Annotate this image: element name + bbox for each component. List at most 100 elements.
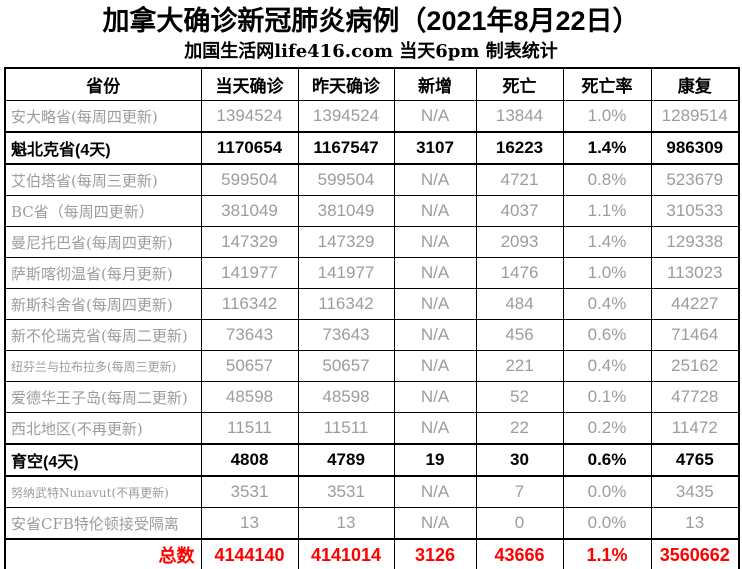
cell-deaths: 0: [475, 507, 564, 540]
col-header-deaths: 死亡: [475, 67, 564, 101]
cell-recovered: 986309: [650, 131, 740, 165]
table-row: 爱德华王子岛(每周二更新) 48598 48598 N/A 52 0.1% 47728: [4, 381, 740, 413]
cell-today-confirmed: 1170654: [200, 131, 299, 165]
cell-new-cases: N/A: [393, 475, 477, 508]
cell-yesterday-confirmed: 381049: [297, 195, 395, 227]
page-subtitle: 加国生活网life416.com 当天6pm 制表统计: [184, 41, 558, 62]
cell-new-cases: N/A: [393, 226, 477, 258]
table-row: 安大略省(每周四更新) 1394524 1394524 N/A 13844 1.0% 128…: [4, 100, 740, 133]
cell-yesterday-confirmed: 599504: [297, 163, 395, 196]
cell-yesterday-confirmed: 73643: [297, 319, 395, 351]
cell-new-cases: N/A: [393, 350, 477, 382]
cell-death-rate: 0.0%: [562, 507, 652, 540]
table-row: 曼尼托巴省(每周四更新) 147329 147329 N/A 2093 1.4% 12933…: [4, 226, 740, 258]
cell-new-cases: N/A: [393, 381, 477, 413]
cell-province: 艾伯塔省(每周三更新): [4, 163, 202, 196]
covid-cases-table: 省份 当天确诊 昨天确诊 新增 死亡 死亡率 康复 安大略省(每周四更新) 139…: [4, 67, 740, 569]
cell-today-confirmed: 116342: [200, 288, 299, 320]
cell-recovered: 3435: [650, 475, 740, 508]
header-row: 省份 当天确诊 昨天确诊 新增 死亡 死亡率 康复: [4, 67, 740, 101]
cell-new-cases: N/A: [393, 195, 477, 227]
cell-recovered: 523679: [650, 163, 740, 196]
cell-new-cases: N/A: [393, 257, 477, 289]
cell-death-rate: 1.0%: [562, 100, 652, 133]
cell-today-confirmed: 13: [200, 507, 299, 540]
cell-death-rate: 1.1%: [562, 195, 652, 227]
table-row: 纽芬兰与拉布拉多(每周三更新) 50657 50657 N/A 221 0.4% 25162: [4, 350, 740, 382]
cell-yesterday-confirmed: 4789: [297, 443, 395, 477]
col-header-yesterday-confirmed: 昨天确诊: [297, 67, 395, 101]
col-header-recovered: 康复: [650, 67, 740, 101]
table-row: 安省CFB特伦顿接受隔离 13 13 N/A 0 0.0% 13: [4, 507, 740, 540]
covid-table-body: 安大略省(每周四更新) 1394524 1394524 N/A 13844 1.0% 128…: [4, 100, 740, 569]
cell-death-rate: 1.4%: [562, 131, 652, 165]
cell-recovered: 25162: [650, 350, 740, 382]
cell-province: 萨斯喀彻温省(每月更新): [4, 257, 202, 289]
cell-deaths: 2093: [475, 226, 564, 258]
table-row: 育空(4天) 4808 4789 19 30 0.6% 4765: [4, 443, 740, 477]
cell-province: 总数: [4, 538, 202, 569]
cell-death-rate: 0.8%: [562, 163, 652, 196]
cell-deaths: 4037: [475, 195, 564, 227]
cell-new-cases: N/A: [393, 319, 477, 351]
col-header-today-confirmed: 当天确诊: [200, 67, 299, 101]
cell-new-cases: N/A: [393, 412, 477, 445]
cell-today-confirmed: 4808: [200, 443, 299, 477]
cell-today-confirmed: 1394524: [200, 100, 299, 133]
cell-yesterday-confirmed: 1394524: [297, 100, 395, 133]
cell-province: 魁北克省(4天): [4, 131, 202, 165]
cell-deaths: 22: [475, 412, 564, 445]
cell-death-rate: 1.1%: [562, 538, 652, 569]
cell-deaths: 52: [475, 381, 564, 413]
cell-province: 纽芬兰与拉布拉多(每周三更新): [4, 350, 202, 382]
cell-deaths: 16223: [475, 131, 564, 165]
cell-death-rate: 1.4%: [562, 226, 652, 258]
cell-new-cases: N/A: [393, 100, 477, 133]
cell-yesterday-confirmed: 147329: [297, 226, 395, 258]
cell-deaths: 13844: [475, 100, 564, 133]
cell-new-cases: 3107: [393, 131, 477, 165]
cell-death-rate: 0.2%: [562, 412, 652, 445]
cell-recovered: 1289514: [650, 100, 740, 133]
cell-yesterday-confirmed: 3531: [297, 475, 395, 508]
cell-recovered: 113023: [650, 257, 740, 289]
cell-yesterday-confirmed: 50657: [297, 350, 395, 382]
cell-province: 新斯科舍省(每周四更新): [4, 288, 202, 320]
cell-today-confirmed: 381049: [200, 195, 299, 227]
cell-yesterday-confirmed: 1167547: [297, 131, 395, 165]
cell-death-rate: 0.4%: [562, 288, 652, 320]
cell-deaths: 7: [475, 475, 564, 508]
cell-yesterday-confirmed: 48598: [297, 381, 395, 413]
cell-yesterday-confirmed: 11511: [297, 412, 395, 445]
table-row: 总数 4144140 4141014 3126 43666 1.1% 3560662: [4, 538, 740, 569]
cell-province: 努纳武特Nunavut(不再更新): [4, 475, 202, 508]
table-row: 新斯科舍省(每周四更新) 116342 116342 N/A 484 0.4% 44227: [4, 288, 740, 320]
cell-deaths: 456: [475, 319, 564, 351]
cell-deaths: 221: [475, 350, 564, 382]
cell-new-cases: N/A: [393, 507, 477, 540]
cell-death-rate: 0.1%: [562, 381, 652, 413]
table-header: 省份 当天确诊 昨天确诊 新增 死亡 死亡率 康复: [4, 67, 740, 101]
cell-recovered: 13: [650, 507, 740, 540]
cell-death-rate: 0.6%: [562, 319, 652, 351]
cell-province: 育空(4天): [4, 443, 202, 477]
cell-today-confirmed: 4144140: [200, 538, 299, 569]
cell-province: 安省CFB特伦顿接受隔离: [4, 507, 202, 540]
cell-recovered: 71464: [650, 319, 740, 351]
cell-today-confirmed: 48598: [200, 381, 299, 413]
table-row: 魁北克省(4天) 1170654 1167547 3107 16223 1.4% 98630…: [4, 131, 740, 165]
table-row: BC省（每周四更新） 381049 381049 N/A 4037 1.1% 310533: [4, 195, 740, 227]
cell-recovered: 4765: [650, 443, 740, 477]
table-row: 艾伯塔省(每周三更新) 599504 599504 N/A 4721 0.8% 523679: [4, 163, 740, 196]
table-row: 努纳武特Nunavut(不再更新) 3531 3531 N/A 7 0.0% 3435: [4, 475, 740, 508]
cell-today-confirmed: 11511: [200, 412, 299, 445]
cell-province: 曼尼托巴省(每周四更新): [4, 226, 202, 258]
cell-today-confirmed: 3531: [200, 475, 299, 508]
cell-death-rate: 0.0%: [562, 475, 652, 508]
col-header-new-cases: 新增: [393, 67, 477, 101]
cell-deaths: 1476: [475, 257, 564, 289]
cell-death-rate: 0.4%: [562, 350, 652, 382]
cell-new-cases: N/A: [393, 163, 477, 196]
table-row: 新不伦瑞克省(每周二更新) 73643 73643 N/A 456 0.6% 71464: [4, 319, 740, 351]
cell-recovered: 44227: [650, 288, 740, 320]
